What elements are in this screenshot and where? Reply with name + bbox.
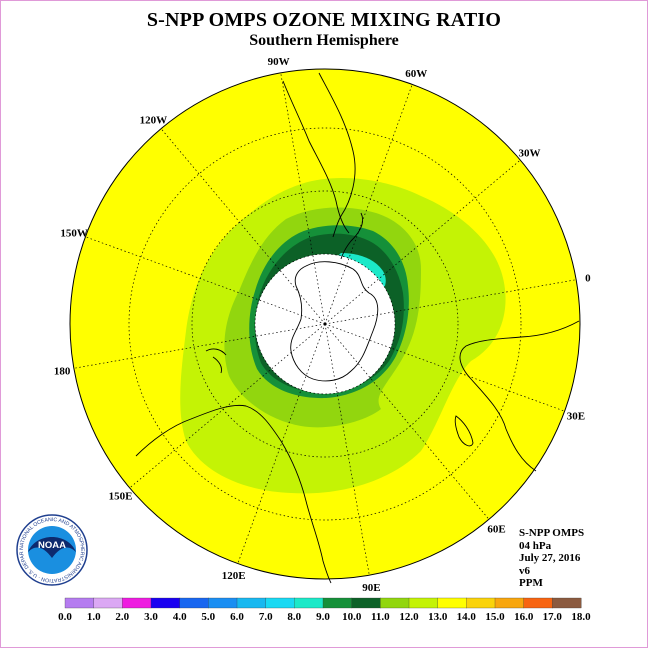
colorbar-tick-label: 10.0 [342,611,362,623]
colorbar-tick-label: 12.0 [399,611,419,623]
colorbar-swatch [93,597,123,609]
meridian-lines [73,72,577,576]
longitude-label-60e: 60E [487,524,505,536]
coastline-australia [135,404,332,584]
colorbar-tick-label: 4.0 [173,611,187,623]
longitude-label-150w: 150W [60,228,88,240]
meridian-30e [324,323,565,412]
colorbar-swatch [150,597,181,609]
colorbar-tick-label: 11.0 [371,611,390,623]
colorbar-tick-label: 17.0 [543,611,563,623]
longitude-label-150e: 150E [109,491,133,503]
colorbar-swatch [179,597,209,609]
longitude-label-90e: 90E [362,582,380,594]
colorbar-tick-label: 8.0 [287,611,301,623]
colorbar-swatches [64,597,582,609]
colorbar-tick-label: 15.0 [485,611,505,623]
colorbar-tick-label: 18.0 [571,611,591,623]
meridian-150w [85,236,326,325]
units-label: PPM [519,577,543,589]
colorbar-tick-label: 1.0 [87,611,101,623]
south-pole-marker [323,322,327,326]
coastline-south-america-west [318,72,356,238]
coastline-madagascar [454,415,474,447]
colorbar-tick-label: 16.0 [514,611,534,623]
colorbar-swatch [208,597,238,609]
longitude-labels: 90W 60W 30W 0 30E 60E 90E 120E 150E 180 150W 120W [54,56,591,594]
colorbar-tick-label: 9.0 [316,611,330,623]
longitude-label-180: 180 [54,365,71,377]
product-version: v6 [519,564,530,577]
colorbar-tick-label: 0.0 [58,611,72,623]
logo-text: NOAA [38,540,66,551]
colorbar-tick-label: 6.0 [230,611,244,623]
colorbar-swatch [236,597,267,609]
colorbar-tick-label: 2.0 [115,611,129,623]
coastline-new-zealand [205,348,227,374]
colorbar-swatch [122,597,152,609]
longitude-label-120e: 120E [222,570,246,582]
longitude-label-90w: 90W [268,56,290,68]
meridian-180 [73,323,326,369]
map-title: S-NPP OMPS OZONE MIXING RATIO [146,9,502,31]
colorbar-swatch [466,597,496,609]
longitude-label-30e: 30E [567,410,585,422]
map-subtitle: Southern Hemisphere [249,32,399,49]
product-name: S-NPP OMPS [519,527,585,539]
latitude-circle-inner [254,253,396,395]
colorbar-tick-label: 13.0 [428,611,448,623]
noaa-logo: NATIONAL OCEANIC AND ATMOSPHERIC ADMINIS… [16,514,88,586]
product-info: S-NPP OMPS 04 hPa July 27, 2016 v6 PPM [519,527,584,590]
observation-date: July 27, 2016 [519,552,581,564]
longitude-label-30w: 30W [519,147,541,159]
colorbar-swatch [437,597,467,609]
colorbar-swatch [523,597,553,609]
colorbar-swatch [294,597,324,609]
meridian-30w [324,159,521,325]
coastline-antarctica [290,261,379,382]
colorbar-tick-labels: 0.0 1.0 2.0 3.0 4.0 5.0 6.0 7.0 8.0 9.0 10.0 11.0 12… [58,611,591,623]
meridian-90e [324,323,370,576]
meridian-60w [324,84,413,325]
colorbar-tick-label: 3.0 [144,611,158,623]
longitude-label-120w: 120W [140,115,168,127]
logo-bird [28,537,76,558]
meridian-150e [129,323,326,489]
colorbar-swatch [380,597,410,609]
colorbar-tick-label: 14.0 [457,611,477,623]
meridian-90w [280,72,326,325]
meridian-60e [324,323,490,520]
colorbar: 0.0 1.0 2.0 3.0 4.0 5.0 6.0 7.0 8.0 9.0 10.0 11.0 12… [58,597,591,623]
meridian-120w [160,128,326,325]
coastline-africa [459,320,580,472]
colorbar-tick-label: 7.0 [259,611,273,623]
longitude-label-0: 0 [585,273,591,285]
colorbar-swatch [494,597,525,609]
latitude-circle-45s [128,127,522,521]
colorbar-tick-label: 5.0 [201,611,215,623]
colorbar-swatch [351,597,381,609]
colorbar-swatch [408,597,439,609]
coastline-south-america [282,80,350,234]
colorbar-swatch [552,597,582,609]
map-boundary [69,68,581,580]
colorbar-swatch [265,597,295,609]
colorbar-swatch [322,597,353,609]
colorbar-swatch [64,597,95,609]
meridian-0 [324,279,577,325]
meridian-120e [237,323,326,564]
pressure-level: 04 hPa [519,539,552,552]
longitude-label-60w: 60W [405,68,427,80]
latitude-circle-60s [191,190,459,458]
graticule [73,72,577,576]
